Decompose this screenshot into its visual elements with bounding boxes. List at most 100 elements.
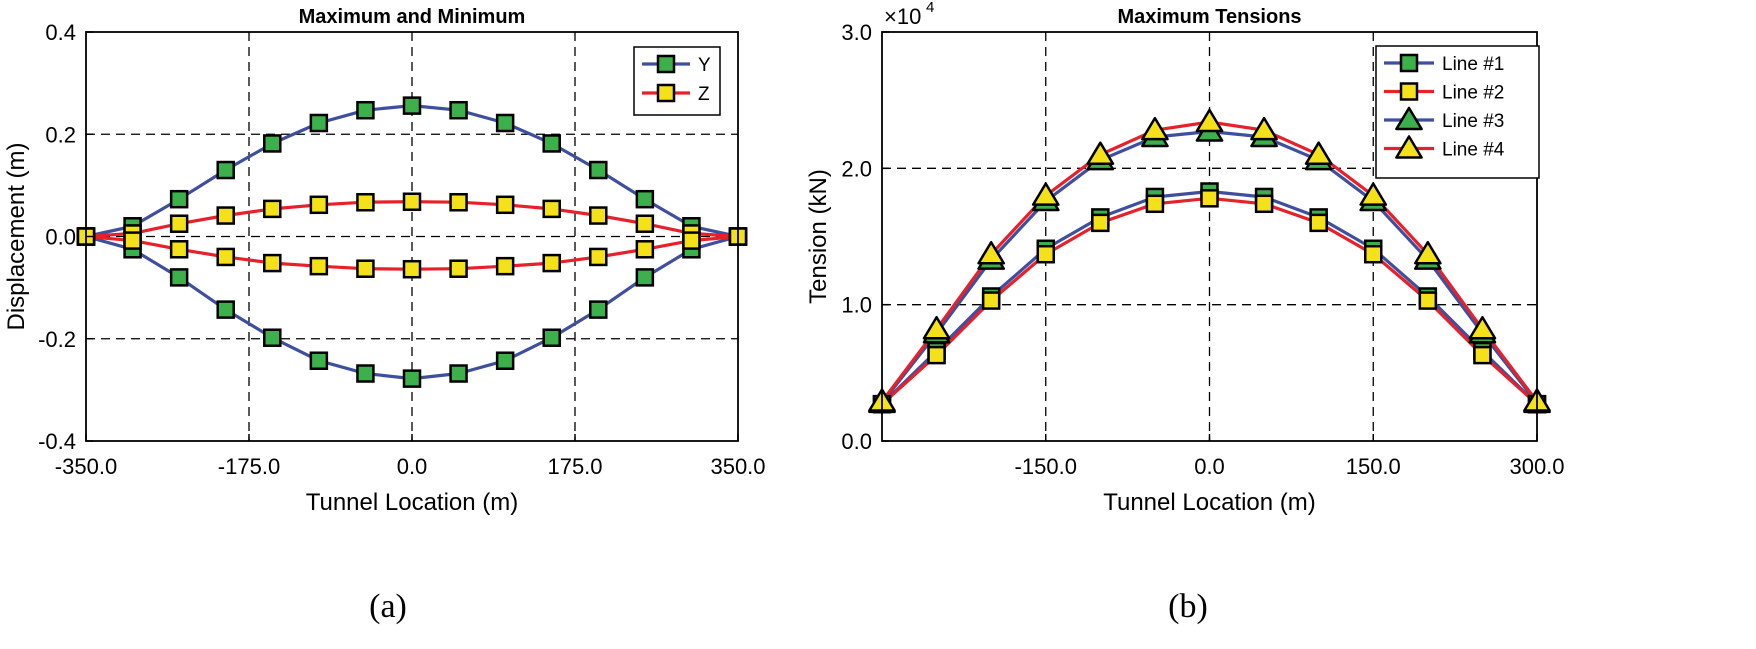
data-point bbox=[589, 300, 608, 319]
panel-b-tension-chart: -150.0 0.0 150.0 300.0 0.0 1.0 2.0 3.0 Maximum T… bbox=[805, 0, 1565, 625]
y-tick-label: 3.0 bbox=[841, 20, 872, 45]
data-point bbox=[1250, 116, 1278, 141]
legend-marker bbox=[1395, 106, 1423, 131]
chart-title: Maximum and Minimum bbox=[299, 6, 526, 28]
legend-marker bbox=[1399, 53, 1419, 73]
data-point bbox=[922, 315, 951, 340]
data-point bbox=[1364, 244, 1383, 264]
data-point bbox=[1195, 108, 1224, 133]
y-tick-label: 0.0 bbox=[841, 429, 872, 454]
data-point bbox=[1468, 315, 1497, 340]
data-point bbox=[977, 240, 1006, 265]
data-point bbox=[449, 192, 468, 212]
panel-caption: (a) bbox=[369, 588, 407, 625]
data-point bbox=[927, 345, 946, 365]
data-point bbox=[542, 328, 561, 347]
data-point bbox=[1473, 345, 1492, 365]
legend-marker bbox=[1399, 82, 1419, 101]
data-point bbox=[449, 364, 468, 383]
data-point bbox=[495, 351, 515, 370]
legend-label: Line #3 bbox=[1442, 111, 1504, 132]
legend-marker bbox=[656, 54, 676, 74]
data-point bbox=[1309, 213, 1328, 233]
legend-label: Y bbox=[698, 55, 711, 76]
data-point bbox=[635, 214, 655, 233]
data-point bbox=[123, 231, 142, 250]
y-tick-label: 2.0 bbox=[841, 156, 872, 181]
data-point bbox=[1086, 141, 1115, 165]
data-point bbox=[402, 96, 422, 115]
data-point bbox=[216, 206, 235, 225]
data-point bbox=[635, 240, 655, 259]
x-axis-label: Tunnel Location (m) bbox=[306, 489, 519, 516]
y-axis-multiplier-exponent: 4 bbox=[926, 0, 934, 16]
data-point bbox=[309, 113, 329, 133]
legend-label: Line #1 bbox=[1442, 54, 1504, 75]
data-point bbox=[263, 328, 282, 347]
x-tick-label: 0.0 bbox=[1194, 454, 1225, 479]
y-axis-label: Displacement (m) bbox=[3, 142, 30, 330]
data-point bbox=[169, 214, 189, 233]
data-point bbox=[216, 300, 235, 319]
data-point bbox=[309, 195, 329, 215]
data-point bbox=[216, 160, 235, 180]
data-point bbox=[542, 253, 561, 273]
panel-caption: (b) bbox=[1168, 588, 1208, 625]
data-point bbox=[356, 364, 375, 383]
x-tick-label: 350.0 bbox=[710, 454, 765, 479]
x-tick-label: -175.0 bbox=[218, 454, 280, 479]
data-point bbox=[216, 247, 235, 267]
data-point bbox=[263, 253, 282, 273]
data-point bbox=[1304, 141, 1333, 165]
data-point bbox=[682, 231, 701, 250]
x-axis-label: Tunnel Location (m) bbox=[1103, 489, 1316, 516]
panel-a-displacement-chart: -350.0 -175.0 0.0 175.0 350.0 -0.4 -0.2 0.0 0.2 0… bbox=[3, 6, 766, 625]
legend-marker bbox=[1395, 135, 1423, 159]
data-point bbox=[635, 189, 655, 209]
data-point bbox=[1141, 116, 1169, 141]
data-point bbox=[402, 192, 422, 211]
data-point bbox=[589, 247, 608, 267]
data-point bbox=[1036, 244, 1055, 264]
data-point bbox=[1031, 182, 1060, 206]
legend-marker bbox=[656, 83, 676, 103]
data-point bbox=[263, 199, 282, 219]
data-point bbox=[981, 291, 1001, 310]
legend: YZ bbox=[633, 46, 721, 116]
data-point bbox=[169, 189, 189, 209]
x-tick-label: 300.0 bbox=[1509, 454, 1564, 479]
data-point bbox=[309, 351, 329, 370]
data-point bbox=[356, 192, 375, 212]
data-point bbox=[169, 268, 189, 287]
data-point bbox=[402, 259, 422, 279]
data-point bbox=[449, 100, 468, 120]
legend-label: Z bbox=[698, 84, 710, 105]
y-axis-label: Tension (kN) bbox=[805, 169, 832, 304]
data-point bbox=[589, 206, 608, 225]
y-axis-multiplier-base: ×10 bbox=[884, 4, 921, 29]
x-tick-label: 150.0 bbox=[1346, 454, 1401, 479]
data-point bbox=[1254, 194, 1274, 214]
legend: Line #1 Line #2 Line #3 Line #4 bbox=[1375, 45, 1540, 179]
data-point bbox=[495, 256, 515, 276]
x-tick-label: -150.0 bbox=[1015, 454, 1077, 479]
y-tick-label: 0.4 bbox=[45, 20, 76, 45]
y-tick-label: 0.0 bbox=[45, 225, 76, 250]
chart-title: Maximum Tensions bbox=[1117, 6, 1301, 28]
data-point bbox=[1413, 240, 1442, 265]
data-point bbox=[589, 160, 608, 180]
data-point bbox=[1145, 194, 1165, 214]
data-point bbox=[1359, 182, 1388, 206]
y-tick-label: 0.2 bbox=[45, 122, 76, 147]
x-tick-label: 0.0 bbox=[397, 454, 428, 479]
data-point bbox=[635, 268, 655, 287]
y-tick-label: -0.4 bbox=[38, 429, 76, 454]
data-point bbox=[402, 369, 422, 388]
legend-label: Line #4 bbox=[1442, 140, 1505, 161]
data-point bbox=[542, 134, 561, 153]
data-point bbox=[356, 259, 375, 278]
y-tick-label: 1.0 bbox=[841, 293, 872, 318]
data-point bbox=[449, 259, 468, 278]
data-point bbox=[1091, 213, 1110, 233]
